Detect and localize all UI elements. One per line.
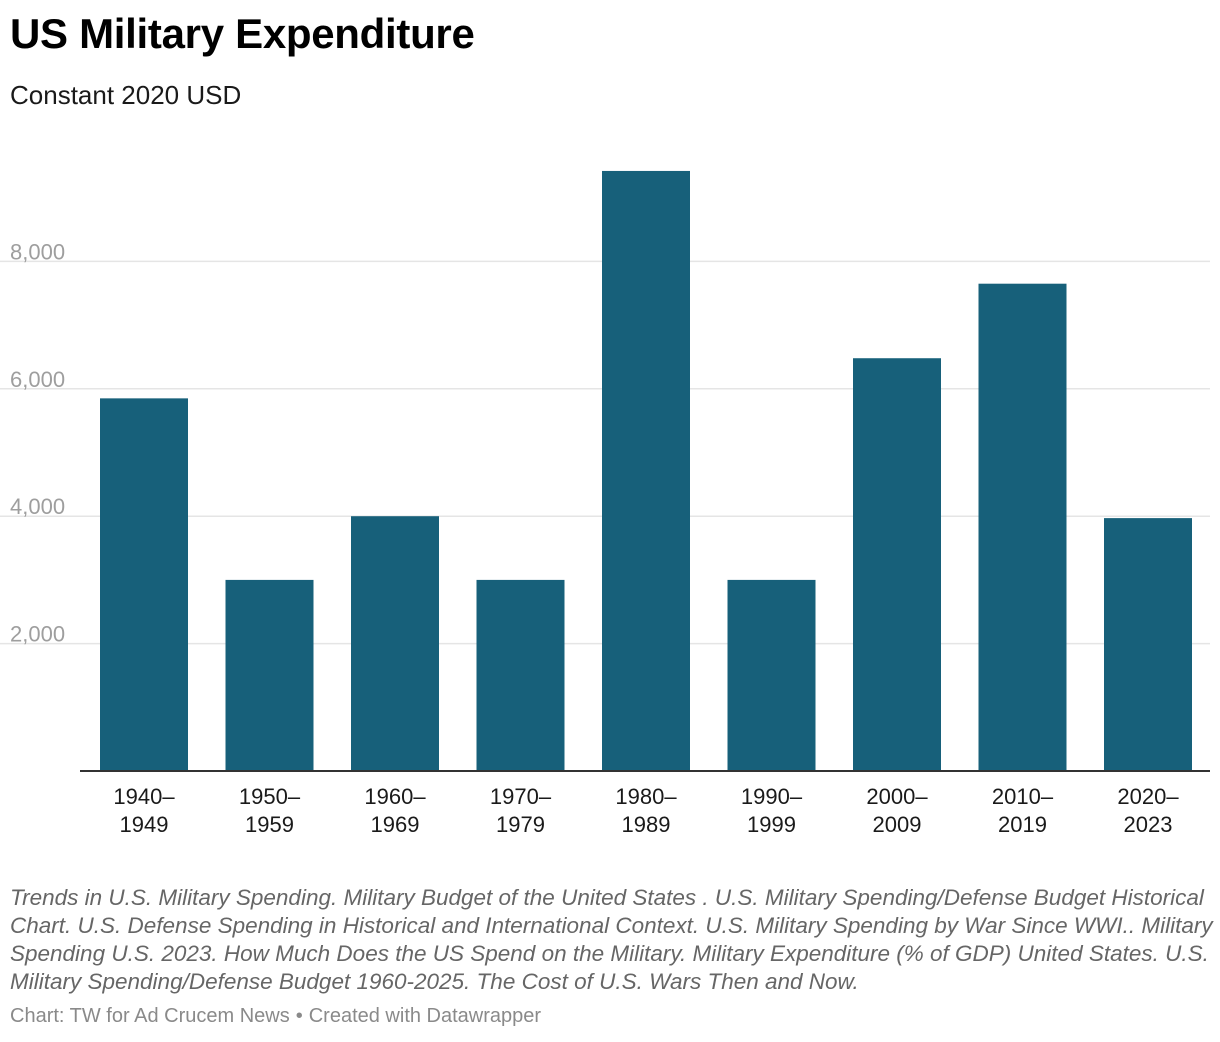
bar <box>727 579 816 771</box>
x-tick-label: 1969 <box>371 812 420 837</box>
x-tick-label: 1949 <box>120 812 169 837</box>
x-tick-label: 1990– <box>741 784 803 809</box>
y-tick-label: 4,000 <box>10 494 65 519</box>
bar <box>978 283 1067 771</box>
x-tick-label: 2000– <box>866 784 928 809</box>
x-tick-label: 2020– <box>1117 784 1179 809</box>
bar <box>100 398 188 771</box>
y-tick-label: 6,000 <box>10 367 65 392</box>
x-tick-label: 1999 <box>747 812 796 837</box>
bar <box>351 516 439 771</box>
bar <box>602 170 690 772</box>
created-with-link[interactable]: Created with Datawrapper <box>308 1005 542 1027</box>
y-tick-label: 8,000 <box>10 239 65 264</box>
byline-separator: • <box>295 1005 303 1027</box>
x-tick-label: 2010– <box>992 784 1054 809</box>
y-tick-label: 2,000 <box>10 622 65 647</box>
x-tick-label: 1979 <box>496 812 545 837</box>
bar <box>1104 518 1192 771</box>
x-tick-label: 1980– <box>615 784 677 809</box>
x-tick-label: 2023 <box>1124 812 1173 837</box>
bar <box>476 579 565 771</box>
source-notes: Trends in U.S. Military Spending. Milita… <box>10 885 1213 994</box>
chart-subtitle: Constant 2020 USD <box>10 80 242 110</box>
chart-title: US Military Expenditure <box>10 10 475 57</box>
x-tick-label: 1950– <box>239 784 301 809</box>
bar <box>225 579 314 771</box>
x-tick-label: 1960– <box>364 784 426 809</box>
x-tick-label: 1989 <box>622 812 671 837</box>
x-tick-label: 1940– <box>113 784 175 809</box>
byline: Chart: TW for Ad Crucem News • Created wit… <box>10 1005 541 1028</box>
bar-chart: 2,000 4,000 6,000 8,000 1940– 1949 1950– 1959 19… <box>0 170 1210 837</box>
x-tick-label: 1970– <box>490 784 552 809</box>
x-tick-label: 2009 <box>873 812 922 837</box>
bar <box>853 358 941 771</box>
x-tick-label: 2019 <box>998 812 1047 837</box>
chart-credit: Chart: TW for Ad Crucem News <box>10 1005 290 1027</box>
x-tick-label: 1959 <box>245 812 294 837</box>
